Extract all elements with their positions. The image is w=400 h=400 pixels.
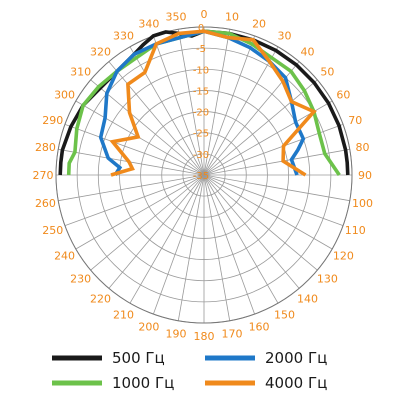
grid-spoke	[203, 174, 255, 315]
angle-tick-label: 170	[221, 328, 242, 341]
angle-tick-label: 220	[90, 292, 111, 305]
legend-swatch	[52, 380, 102, 386]
angle-tick-label: 300	[54, 89, 75, 102]
grid-spoke	[64, 124, 205, 176]
grid-spoke	[203, 174, 350, 202]
legend: 500 Гц 2000 Гц 1000 Гц 4000 Гц	[52, 349, 327, 392]
legend-label: 2000 Гц	[265, 349, 327, 367]
angle-tick-label: 80	[356, 141, 370, 154]
angle-tick-label: 250	[42, 224, 63, 237]
grid-ring	[140, 111, 268, 239]
angle-tick-label: 320	[90, 46, 111, 59]
grid-spoke	[153, 174, 205, 315]
angle-tick-label: 310	[70, 66, 91, 79]
angle-tick-label: 0	[201, 8, 208, 21]
angle-tick-label: 180	[194, 330, 215, 343]
angle-tick-label: 150	[274, 308, 295, 321]
grid-spoke	[108, 61, 205, 176]
radial-tick-label: -5	[196, 44, 206, 55]
radial-tick-labels: 0 -5 -10 -15 -20 -25 -30 -35	[193, 23, 209, 182]
radial-tick-label: -35	[193, 171, 209, 182]
radial-tick-label: -30	[193, 150, 209, 161]
legend-swatch	[205, 355, 255, 361]
grid-ring	[97, 68, 311, 282]
angle-tick-label: 130	[317, 272, 338, 285]
grid-spoke	[108, 174, 205, 289]
series-line-4	[109, 29, 317, 177]
grid-spoke	[129, 174, 205, 304]
grid-spoke	[129, 46, 205, 176]
legend-swatch	[52, 355, 102, 361]
angle-tick-label: 120	[333, 250, 354, 263]
grid-spoke	[203, 174, 344, 226]
radial-tick-label: -15	[193, 86, 209, 97]
grid-spoke	[203, 46, 279, 176]
grid-spoke	[90, 174, 205, 271]
legend-swatch	[205, 380, 255, 386]
grid-spoke	[203, 174, 333, 250]
angle-tick-label: 210	[113, 308, 134, 321]
angle-tick-label: 50	[320, 66, 334, 79]
polar-grid	[55, 26, 353, 324]
radial-tick-label: -20	[193, 108, 209, 119]
grid-spoke	[203, 174, 231, 321]
angle-tick-label: 230	[70, 272, 91, 285]
grid-spoke	[203, 174, 300, 289]
angle-tick-label: 70	[348, 114, 362, 127]
grid-spoke	[153, 35, 205, 176]
angle-tick-label: 140	[297, 292, 318, 305]
legend-label: 500 Гц	[112, 349, 165, 367]
angle-tick-label: 160	[249, 320, 270, 333]
angle-tick-label: 190	[166, 328, 187, 341]
angle-tick-label: 100	[352, 197, 373, 210]
grid-spoke	[64, 174, 205, 226]
grid-ring	[182, 153, 226, 197]
legend-label: 1000 Гц	[112, 374, 174, 392]
radial-tick-label: 0	[198, 23, 204, 34]
grid-spoke	[203, 35, 255, 176]
angle-tick-label: 40	[300, 46, 314, 59]
grid-spoke	[58, 174, 205, 202]
legend-label: 4000 Гц	[265, 374, 327, 392]
angle-tick-label: 90	[358, 169, 372, 182]
grid-spoke	[203, 174, 279, 304]
angle-tick-label: 240	[54, 250, 75, 263]
angle-tick-label: 260	[35, 197, 56, 210]
angle-tick-label: 290	[42, 114, 63, 127]
angle-tick-label: 330	[113, 30, 134, 43]
grid-spoke	[203, 79, 318, 176]
grid-ring	[161, 132, 247, 218]
radial-tick-label: -10	[193, 65, 209, 76]
angle-tick-label: 280	[35, 141, 56, 154]
grid-spoke	[203, 29, 231, 176]
grid-spoke	[203, 174, 318, 271]
series-lines	[58, 29, 350, 177]
angle-tick-label: 200	[138, 320, 159, 333]
grid-spoke	[90, 79, 205, 176]
grid-spoke	[177, 174, 205, 321]
radial-tick-label: -25	[193, 129, 209, 140]
grid-spoke	[177, 29, 205, 176]
grid-ring	[119, 90, 289, 260]
angle-tick-label: 340	[138, 18, 159, 31]
grid-ring	[76, 47, 332, 303]
angle-tick-label: 30	[278, 30, 292, 43]
angle-tick-label: 10	[225, 10, 239, 23]
grid-outer-ring	[55, 26, 353, 324]
angle-tick-label: 350	[166, 10, 187, 23]
grid-spoke	[75, 174, 205, 250]
angle-tick-label: 60	[336, 89, 350, 102]
angle-tick-label: 110	[345, 224, 366, 237]
angle-tick-label: 20	[252, 18, 266, 31]
angle-tick-label: 270	[33, 169, 54, 182]
